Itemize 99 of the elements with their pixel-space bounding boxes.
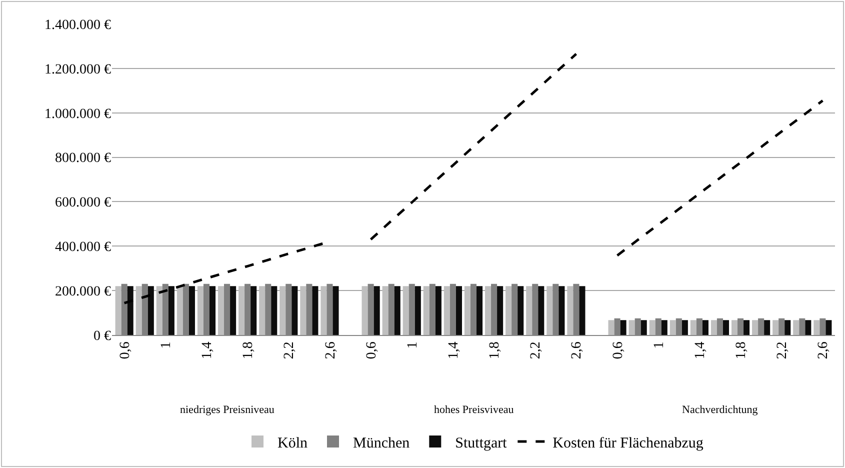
bar <box>497 286 504 335</box>
bar <box>168 286 174 335</box>
bar <box>682 320 688 335</box>
bar <box>238 286 245 335</box>
bar <box>485 286 492 335</box>
bar <box>197 286 204 335</box>
bar <box>136 286 142 335</box>
y-tick-label: 1.000.000 € <box>44 106 111 122</box>
bar <box>423 286 430 335</box>
text: Nachverdichtung <box>682 404 758 416</box>
bar <box>764 320 770 335</box>
bar <box>538 286 544 335</box>
bar <box>814 320 820 335</box>
bar <box>744 320 750 335</box>
x-tick-label: 0,6 <box>118 342 133 360</box>
text: hohes Preisviveau <box>434 404 514 416</box>
bar <box>690 320 696 335</box>
bar <box>752 320 758 335</box>
y-tick-label: 400.000 € <box>55 240 111 256</box>
bar <box>464 286 470 335</box>
bar <box>176 286 183 335</box>
x-tick-label: 2,6 <box>570 342 585 360</box>
y-tick-label: 800.000 € <box>55 151 111 166</box>
x-tick-label: 1,8 <box>241 342 256 360</box>
bar <box>374 286 380 335</box>
bar <box>661 320 668 335</box>
bar <box>402 286 409 335</box>
bar <box>784 320 791 335</box>
bar <box>332 286 339 335</box>
bar <box>210 286 216 335</box>
bar <box>506 286 512 335</box>
bar <box>188 286 195 335</box>
bar <box>259 286 266 335</box>
bar <box>579 286 586 335</box>
x-tick-label: 1,8 <box>488 342 503 360</box>
y-tick-label: 1.200.000 € <box>44 62 111 78</box>
bar <box>148 286 154 335</box>
x-tick-label: 0,6 <box>364 342 380 360</box>
legend-label: Stuttgart <box>455 435 508 452</box>
x-tick-label: 1,4 <box>446 342 462 360</box>
x-tick-label: 2,6 <box>816 342 832 360</box>
x-tick-label: 1,8 <box>734 342 750 360</box>
y-tick-label: 200.000 € <box>55 284 111 300</box>
x-tick-label: 2,2 <box>775 342 790 360</box>
bar <box>722 320 730 335</box>
y-tick-label: 1.400.000 € <box>44 18 111 33</box>
bar <box>230 286 236 335</box>
bar <box>156 286 162 335</box>
x-tick-label: 2,6 <box>323 342 338 360</box>
bar <box>280 286 286 335</box>
bar <box>558 286 565 335</box>
x-tick-label: 2,2 <box>528 342 544 360</box>
bar <box>362 286 368 335</box>
bar <box>793 320 800 335</box>
bar <box>456 286 462 335</box>
bar <box>526 286 532 335</box>
x-tick-label: 1,4 <box>200 342 216 360</box>
bar <box>292 286 298 335</box>
bar <box>394 286 400 335</box>
bar <box>567 286 574 335</box>
bar <box>649 320 656 335</box>
bar <box>826 320 832 335</box>
bar <box>476 286 483 335</box>
bar <box>444 286 450 335</box>
x-tick-label: 1,4 <box>692 342 708 360</box>
bar <box>546 286 553 335</box>
bar <box>805 320 812 335</box>
text: niedriges Preisniveau <box>180 404 275 416</box>
bar <box>382 286 388 335</box>
bar <box>670 320 676 335</box>
bar <box>772 320 779 335</box>
bar <box>312 286 318 335</box>
y-tick-label: 600.000 € <box>55 196 111 211</box>
bar <box>710 320 717 335</box>
bar <box>620 320 626 335</box>
legend-label: Köln <box>278 435 308 452</box>
bar <box>218 286 224 335</box>
bar <box>628 320 635 335</box>
x-tick-label: 2,2 <box>282 342 298 360</box>
bar <box>127 286 134 335</box>
bar <box>414 286 421 335</box>
x-tick-label: 1 <box>158 342 174 349</box>
bar <box>608 320 614 335</box>
x-tick-label: 0,6 <box>610 342 626 360</box>
bar <box>115 286 122 335</box>
bar <box>435 286 442 335</box>
y-tick-label: 0 € <box>94 328 111 344</box>
legend-label: München <box>353 435 410 452</box>
x-tick-label: 1 <box>405 342 420 349</box>
bar <box>731 320 738 335</box>
bar <box>702 320 708 335</box>
bar <box>271 286 278 335</box>
x-tick-label: 1 <box>652 342 667 349</box>
bar <box>300 286 306 335</box>
bar <box>320 286 327 335</box>
legend-label: Kosten für Flächenabzug <box>552 435 704 452</box>
bar <box>250 286 257 335</box>
bar <box>640 320 647 335</box>
bar <box>518 286 524 335</box>
